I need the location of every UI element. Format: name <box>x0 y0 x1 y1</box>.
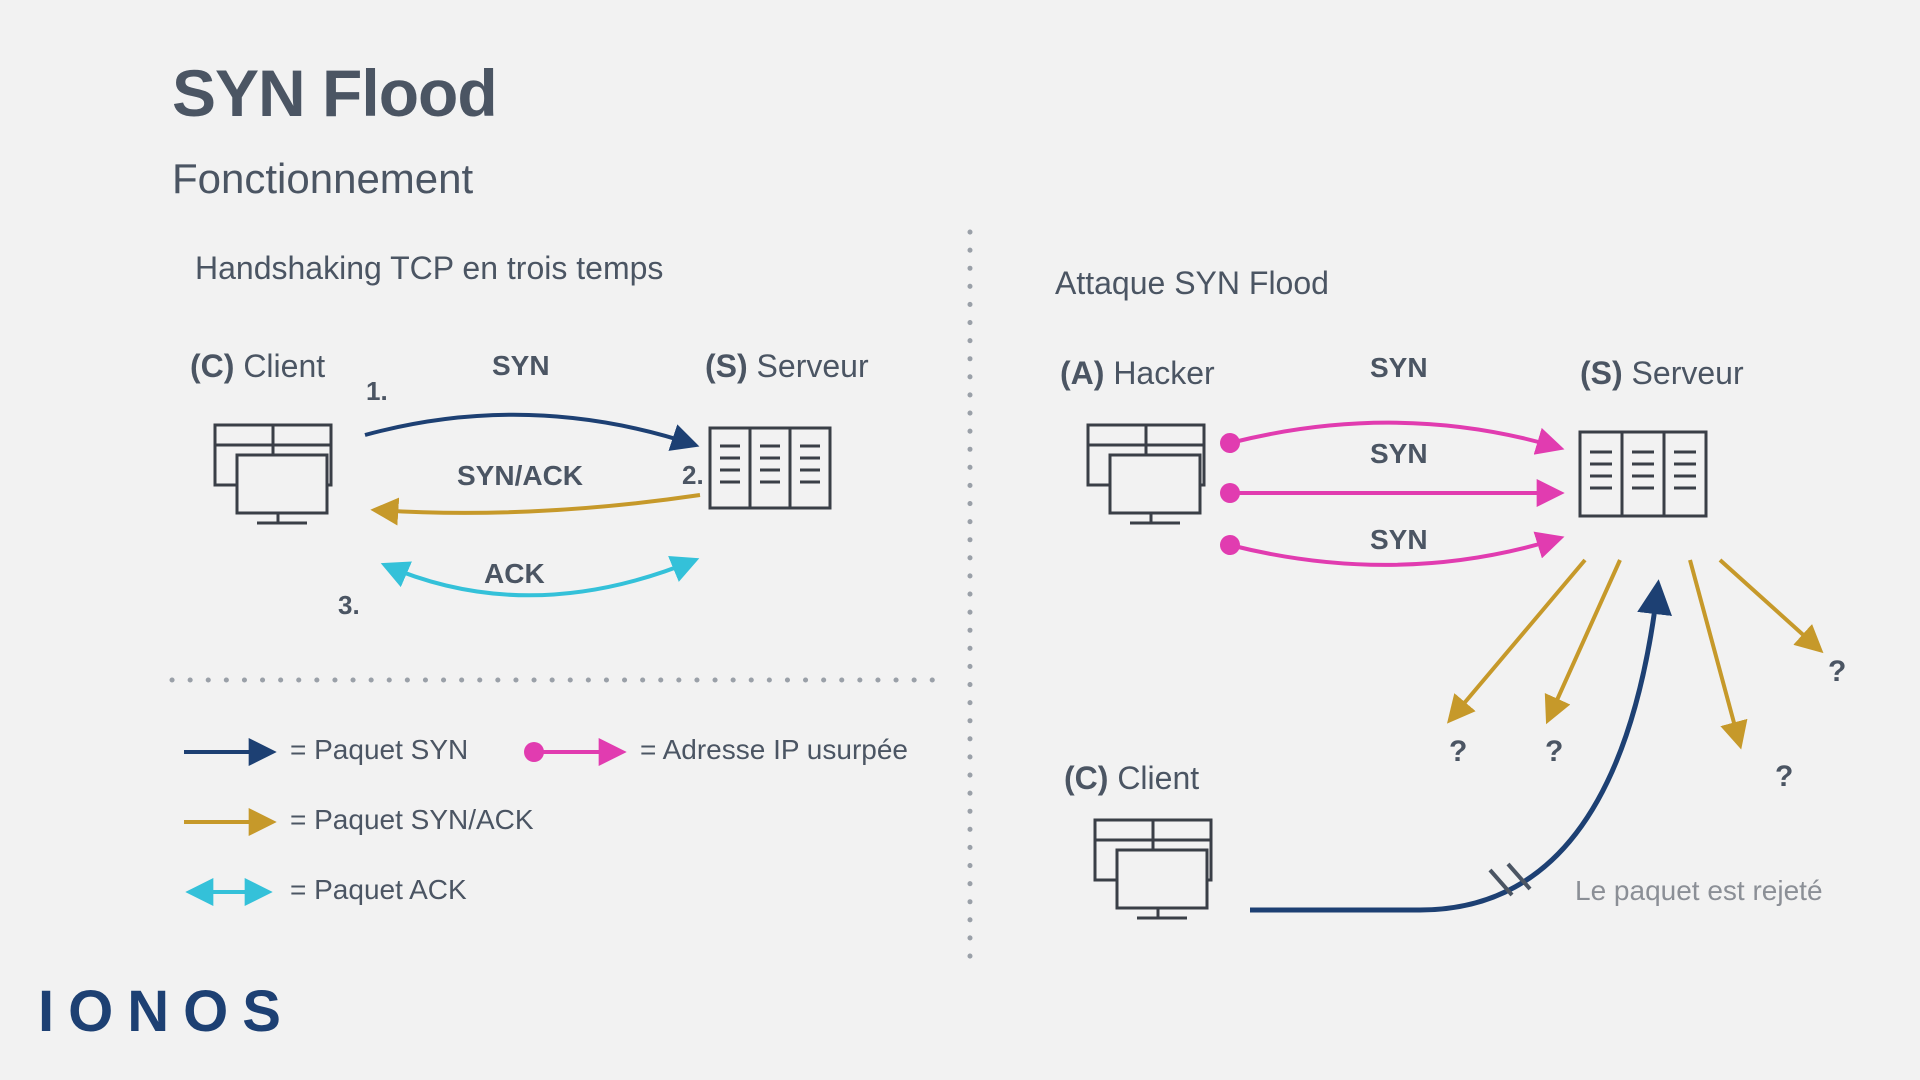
synack-arrow-label: SYN/ACK <box>457 460 583 492</box>
qmark-4: ? <box>1828 655 1846 689</box>
step-3: 3. <box>338 590 360 621</box>
qmark-3: ? <box>1775 760 1793 794</box>
arrow-synack-lost-1 <box>1450 560 1585 720</box>
legend-syn: = Paquet SYN <box>290 734 468 766</box>
server-label-right: (S) Serveur <box>1580 355 1744 392</box>
ionos-logo: IONOS <box>38 978 295 1045</box>
syn-label-r1: SYN <box>1370 352 1428 384</box>
arrow-syn <box>365 415 695 445</box>
server-icon-left <box>710 428 830 508</box>
arrow-synack-lost-4 <box>1720 560 1820 650</box>
arrow-synack <box>375 495 700 513</box>
hacker-icon <box>1088 425 1204 523</box>
qmark-1: ? <box>1449 735 1467 769</box>
reject-label: Le paquet est rejeté <box>1575 875 1823 907</box>
left-section-heading: Handshaking TCP en trois temps <box>195 250 663 287</box>
page-title: SYN Flood <box>172 55 497 131</box>
qmark-2: ? <box>1545 735 1563 769</box>
server-icon-right <box>1580 432 1706 516</box>
arrow-synack-lost-3 <box>1690 560 1740 745</box>
syn-label-r2: SYN <box>1370 438 1428 470</box>
client-label-left: (C) Client <box>190 348 325 385</box>
reject-slash-1 <box>1490 870 1512 895</box>
right-section-heading: Attaque SYN Flood <box>1055 265 1329 302</box>
step-2: 2. <box>682 460 704 491</box>
legend-synack: = Paquet SYN/ACK <box>290 804 534 836</box>
hacker-label: (A) Hacker <box>1060 355 1215 392</box>
client-icon-right <box>1095 820 1211 918</box>
server-label-left: (S) Serveur <box>705 348 869 385</box>
arrow-synack-lost-2 <box>1548 560 1620 720</box>
step-1: 1. <box>366 376 388 407</box>
ack-arrow-label: ACK <box>484 558 545 590</box>
legend-spoof: = Adresse IP usurpée <box>640 734 908 766</box>
syn-label-r3: SYN <box>1370 524 1428 556</box>
reject-slash-2 <box>1508 864 1530 889</box>
client-icon-left <box>215 425 331 523</box>
legend-ack: = Paquet ACK <box>290 874 467 906</box>
syn-arrow-label: SYN <box>492 350 550 382</box>
page-subtitle: Fonctionnement <box>172 155 473 203</box>
client-label-right: (C) Client <box>1064 760 1199 797</box>
